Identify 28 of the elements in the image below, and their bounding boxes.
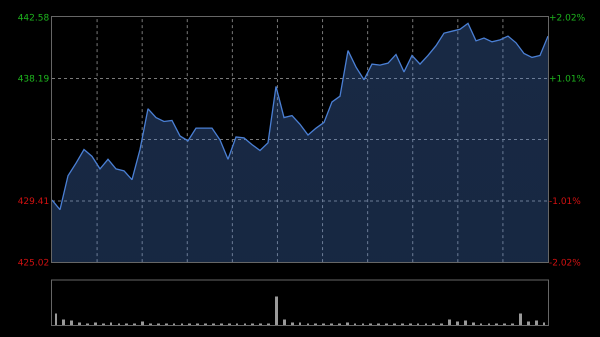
bar (94, 322, 97, 326)
bar (62, 320, 65, 326)
bar (543, 322, 545, 326)
y-tick-label: 429.41 (18, 197, 50, 208)
y-tick-label: 425.02 (18, 258, 50, 268)
y-tick-label: 438.19 (18, 74, 50, 84)
bar (299, 322, 301, 326)
bar (275, 296, 278, 326)
bar (141, 322, 144, 326)
y2-tick-label: +2.02% (549, 13, 586, 24)
bar (535, 320, 538, 326)
bar (472, 322, 475, 326)
bar (456, 322, 459, 326)
bar (55, 314, 57, 326)
bar (78, 322, 81, 326)
y2-tick-label: +1.01% (549, 74, 586, 84)
bar (110, 322, 112, 326)
bar (519, 314, 522, 326)
bar (346, 322, 349, 326)
bar (464, 320, 467, 326)
y-tick-label: 442.58 (18, 13, 50, 24)
bar (448, 320, 451, 326)
bar (70, 320, 73, 326)
bar (527, 322, 530, 326)
y2-tick-label: -1.01% (549, 197, 582, 208)
bar (283, 320, 286, 326)
y2-tick-label: -2.02% (549, 258, 582, 268)
bar (291, 322, 294, 326)
